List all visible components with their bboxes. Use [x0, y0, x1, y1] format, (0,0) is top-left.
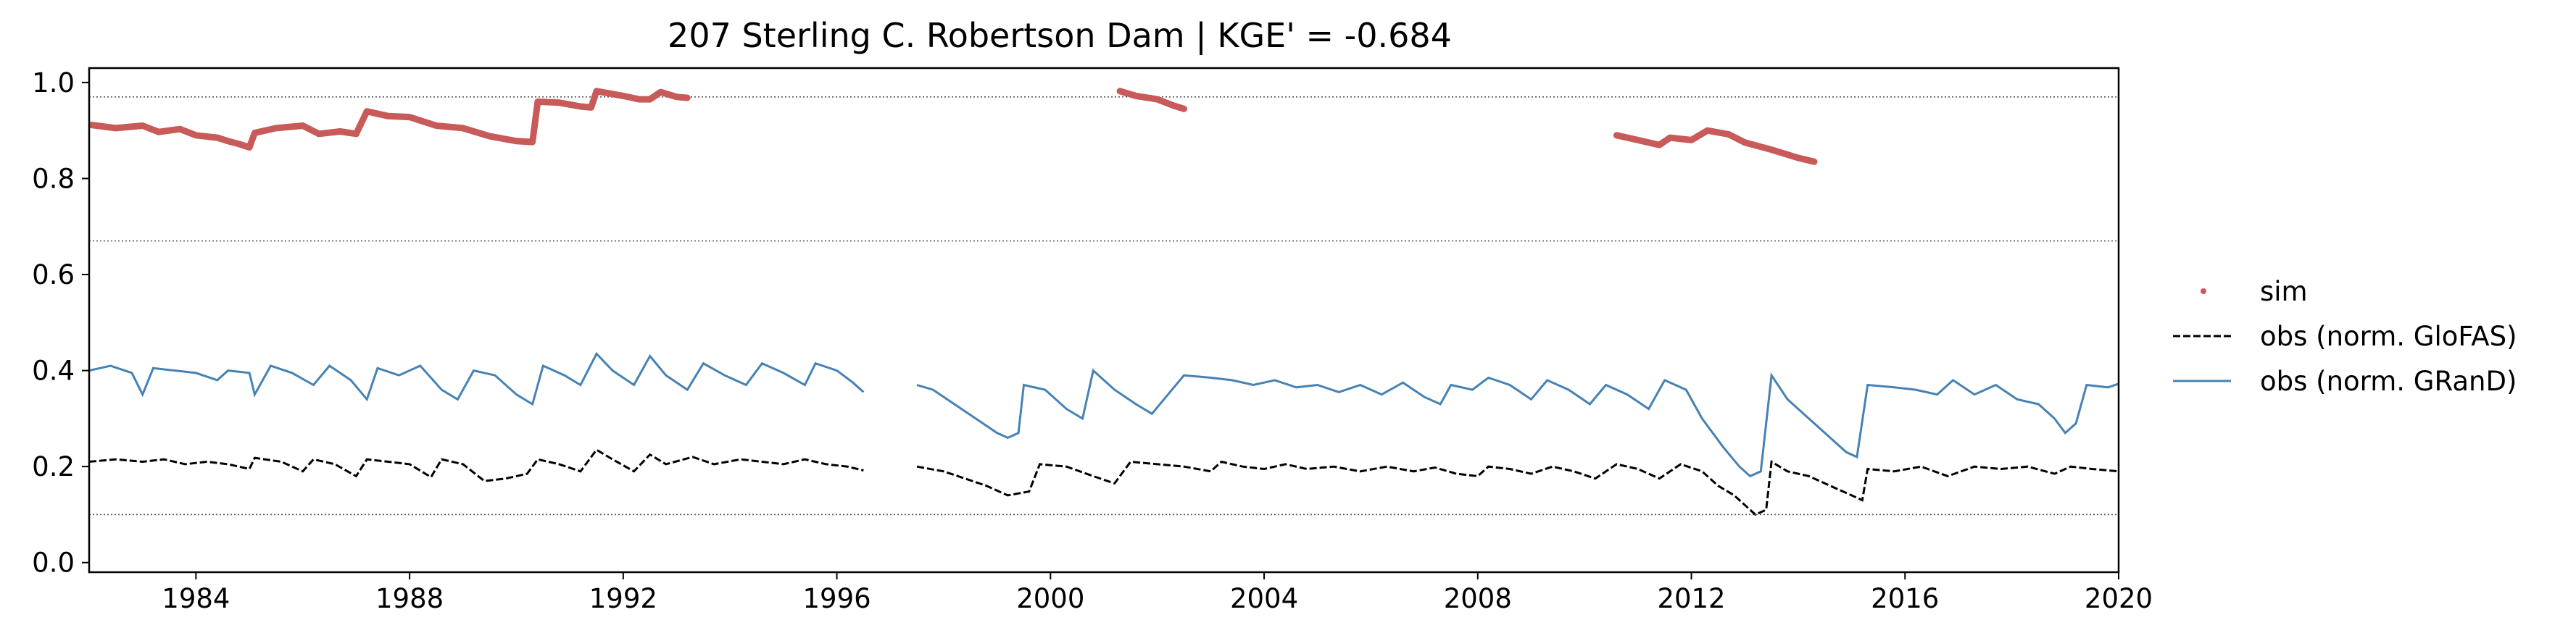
series-2-segment-1: [916, 368, 2119, 478]
x-tick-label-8: 2016: [1871, 583, 1939, 614]
y-tick-label-3: 0.6: [32, 259, 75, 290]
x-tick-label-7: 2012: [1657, 583, 1725, 614]
axes: 1984 1988 1992 1996 2000 2004 2008 2012 2016 2020…: [32, 67, 2153, 614]
legend-label-0: sim: [2260, 276, 2308, 307]
x-tick-label-2: 1992: [589, 583, 657, 614]
legend-marker-0: [2201, 288, 2206, 294]
y-tick-label-2: 0.4: [32, 356, 75, 387]
series-0-segment-2: [1613, 127, 1818, 165]
legend: sim obs (norm. GloFAS) obs (norm. GRanD): [2173, 276, 2517, 397]
y-tick-label-5: 1.0: [32, 67, 75, 99]
legend-label-1: obs (norm. GloFAS): [2260, 321, 2517, 352]
series-0-segment-0: [89, 88, 691, 151]
x-tick-label-5: 2004: [1230, 583, 1298, 614]
series-1-segment-0: [89, 448, 864, 482]
plot-area: [89, 88, 2119, 516]
legend-label-2: obs (norm. GRanD): [2260, 366, 2517, 397]
y-tick-label-0: 0.0: [32, 548, 75, 579]
chart-title: 207 Sterling C. Robertson Dam | KGE' = -…: [668, 16, 1452, 56]
y-tick-label-4: 0.8: [32, 163, 75, 194]
series-1-segment-1: [916, 460, 2119, 516]
x-tick-label-0: 1984: [162, 583, 230, 614]
axes-frame: [88, 67, 2120, 574]
x-tick-label-1: 1988: [375, 583, 444, 614]
y-tick-label-1: 0.2: [32, 451, 75, 482]
x-tick-label-4: 2000: [1016, 583, 1084, 614]
series-0-segment-1: [1116, 88, 1187, 112]
series-2-segment-0: [89, 351, 865, 406]
x-tick-label-9: 2020: [2085, 583, 2153, 614]
x-tick-label-6: 2008: [1444, 583, 1512, 614]
x-tick-label-3: 1996: [802, 583, 871, 614]
